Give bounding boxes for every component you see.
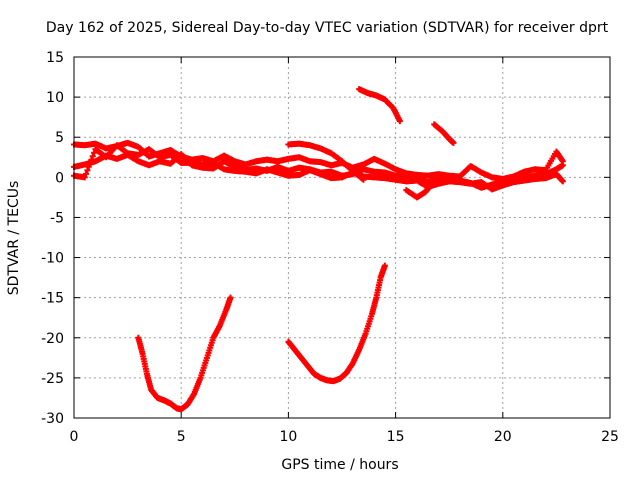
data-point	[89, 153, 96, 160]
data-point	[85, 163, 92, 170]
x-tick-label: 10	[279, 429, 297, 445]
series-arc-10-14	[285, 140, 367, 183]
series-u-dip-10-14	[285, 262, 388, 385]
data-point	[88, 156, 95, 163]
x-tick-label: 25	[601, 429, 619, 445]
y-tick-label: 0	[55, 170, 64, 186]
data-point	[559, 178, 566, 185]
y-tick-label: -5	[50, 210, 64, 226]
data-point	[227, 294, 234, 301]
data-markers	[71, 86, 566, 413]
data-point	[435, 174, 442, 181]
y-tick-label: 10	[46, 90, 64, 106]
series-short-dip-16	[403, 174, 442, 201]
data-point	[81, 174, 88, 181]
chart-title: Day 162 of 2025, Sidereal Day-to-day VTE…	[46, 20, 609, 36]
x-tick-label: 0	[70, 429, 79, 445]
y-tick-label: -10	[41, 251, 64, 267]
data-point	[396, 118, 403, 125]
y-tick-label: 5	[55, 130, 64, 146]
y-tick-label: 15	[46, 50, 64, 66]
y-tick-label: -15	[41, 291, 64, 307]
y-tick-label: -25	[41, 371, 64, 387]
y-tick-label: -30	[41, 411, 64, 427]
data-point	[83, 170, 90, 177]
x-tick-label: 5	[177, 429, 186, 445]
plot-frame	[73, 56, 611, 419]
series-upper-arc-17	[431, 121, 457, 146]
data-point	[381, 262, 388, 269]
y-axis-label: SDTVAR / TECUs	[6, 181, 22, 296]
data-point	[450, 139, 457, 146]
series-v-dip-3-7	[135, 294, 234, 413]
data-point	[559, 162, 566, 169]
data-point	[360, 176, 367, 183]
data-point	[87, 160, 94, 167]
x-tick-label: 15	[387, 429, 405, 445]
x-axis-label: GPS time / hours	[281, 457, 398, 473]
data-point	[84, 167, 91, 174]
series-upper-arc-13	[356, 86, 403, 125]
x-tick-label: 20	[494, 429, 512, 445]
y-tick-label: -20	[41, 331, 64, 347]
